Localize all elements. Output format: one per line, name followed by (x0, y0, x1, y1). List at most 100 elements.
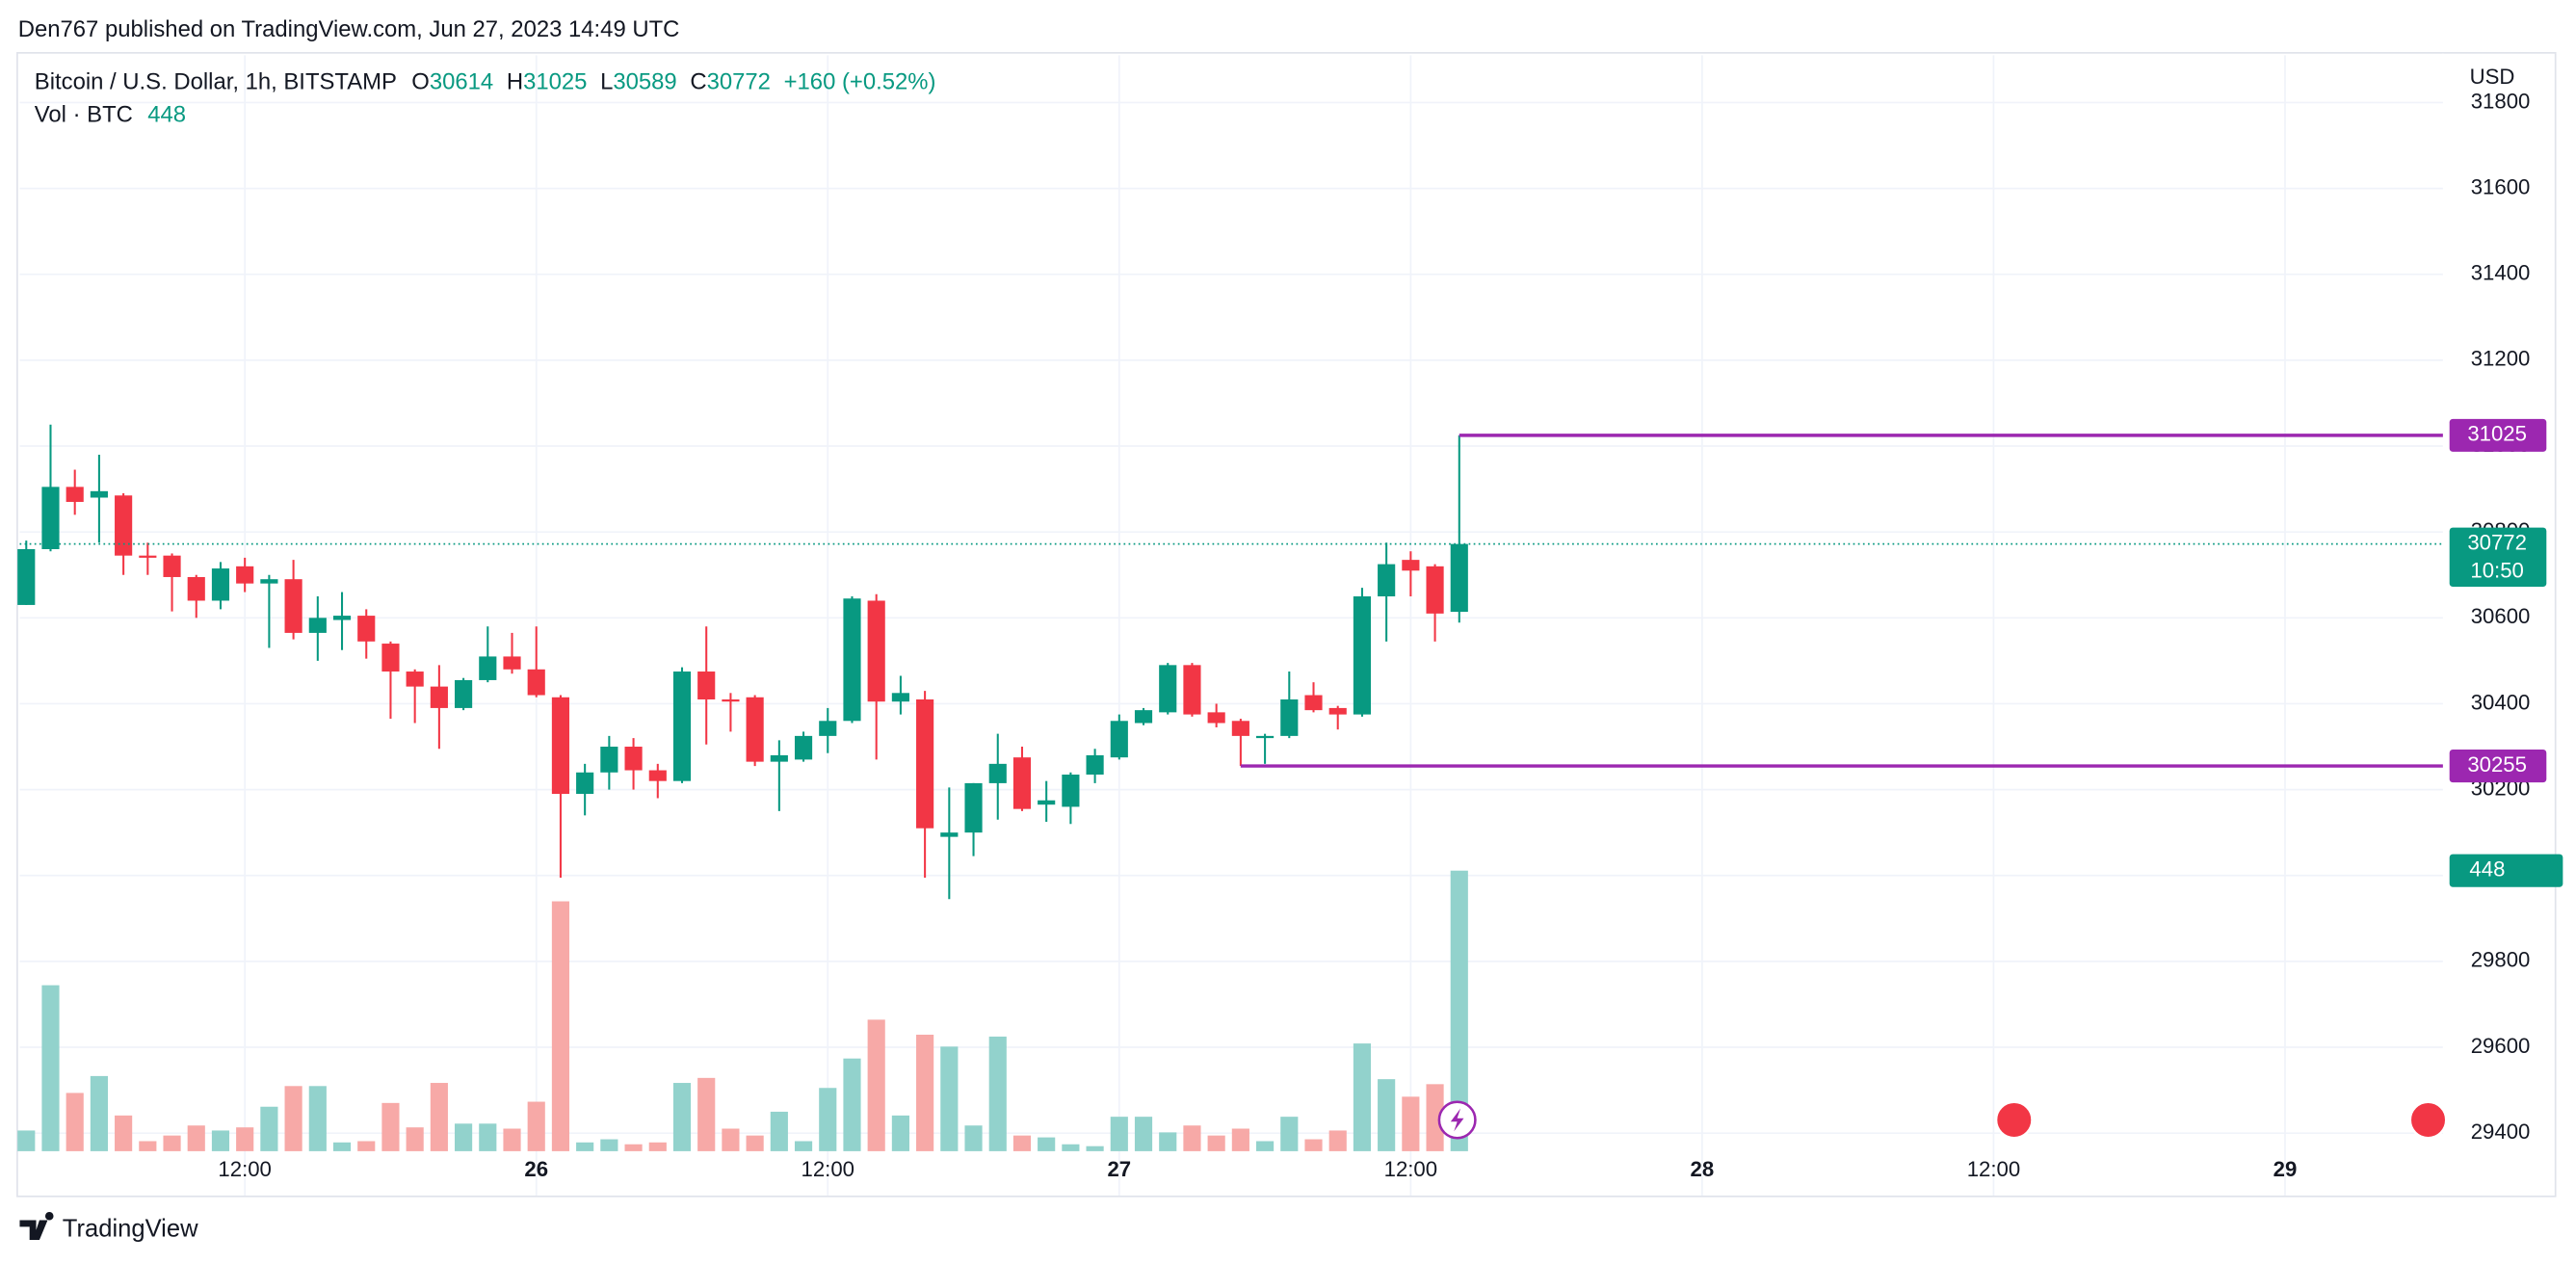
candle-body (1450, 543, 1468, 613)
candle-body (284, 579, 302, 633)
legend-value: 30772 (707, 69, 771, 95)
volume-bar (17, 1130, 36, 1151)
candle-body (964, 782, 983, 833)
volume-bar (260, 1106, 278, 1151)
y-tick-label: 31400 (2471, 261, 2531, 285)
event-icon-bolt (1450, 1108, 1464, 1132)
candle-body (891, 693, 909, 702)
candle-body (1110, 721, 1128, 758)
legend-change: +160 (+0.52%) (784, 69, 936, 95)
volume-bar (41, 985, 60, 1151)
candle-body (527, 669, 545, 696)
candle-body (1134, 710, 1153, 724)
candle-body (430, 686, 448, 708)
volume-bar (672, 1083, 692, 1151)
volume-bar (90, 1075, 108, 1151)
volume-bar (1280, 1117, 1299, 1151)
candle-body (66, 487, 84, 502)
candle-body (503, 656, 521, 670)
volume-bar (916, 1034, 934, 1151)
candle-body (406, 672, 424, 687)
volume-bar (187, 1125, 205, 1151)
candle-body (163, 555, 181, 577)
candle-body (940, 832, 959, 837)
legend-value: 31025 (523, 69, 587, 95)
candle-body (139, 555, 157, 558)
candle-body (1353, 596, 1372, 715)
volume-bar (1086, 1146, 1104, 1151)
candle-body (455, 679, 473, 708)
legend-volume-line: Vol · BTC 448 (35, 102, 186, 128)
last-price-label: 30772 (2467, 531, 2527, 555)
volume-badge-label: 448 (2469, 857, 2505, 882)
candle-body (1256, 735, 1275, 739)
countdown-label: 10:50 (2470, 558, 2523, 582)
volume-bar (1207, 1135, 1225, 1151)
y-tick-label: 31600 (2471, 174, 2531, 198)
volume-bar (308, 1086, 327, 1151)
volume-bar (1328, 1130, 1347, 1151)
candle-body (115, 495, 133, 556)
level-badge (2449, 750, 2547, 783)
candle-body (648, 770, 667, 781)
candle-body (479, 656, 497, 680)
y-tick-label: 30400 (2471, 690, 2531, 714)
candle-body (381, 644, 400, 672)
candle-body (308, 618, 327, 633)
volume-bar (236, 1127, 254, 1151)
candle-body (867, 600, 885, 702)
volume-bar (819, 1088, 837, 1151)
candle-body (1280, 698, 1299, 736)
y-tick-label: 31800 (2471, 89, 2531, 113)
legend-value: 30589 (613, 69, 676, 95)
volume-bar (1304, 1139, 1323, 1151)
volume-bar (139, 1141, 157, 1151)
candle-body (357, 616, 376, 642)
volume-bar (1450, 870, 1468, 1151)
volume-bar (867, 1019, 885, 1151)
candle-body (770, 754, 788, 762)
legend-symbol: Bitcoin / U.S. Dollar, 1h, BITSTAMP (35, 69, 397, 95)
volume-bar (332, 1142, 352, 1151)
candle-body (1231, 721, 1249, 736)
volume-bar (794, 1141, 813, 1151)
legend-key: H (507, 69, 523, 95)
candle-body (236, 566, 254, 584)
volume-bar (722, 1128, 740, 1151)
legend-line: Bitcoin / U.S. Dollar, 1h, BITSTAMP O3061… (35, 69, 936, 95)
logo-mark (19, 1211, 54, 1240)
tv-logo: TradingView (19, 1211, 198, 1243)
candle-body (1183, 665, 1201, 715)
x-tick-label: 12:00 (1967, 1157, 2020, 1181)
volume-bar (1062, 1144, 1080, 1151)
candle-body (916, 698, 934, 829)
candle-body (90, 490, 108, 498)
volume-bar (1012, 1135, 1032, 1151)
volume-bar (66, 1093, 84, 1151)
x-tick-label: 12:00 (218, 1157, 271, 1181)
y-tick-label: 30600 (2471, 604, 2531, 628)
volume-bar (163, 1135, 181, 1151)
x-tick-label: 28 (1691, 1157, 1715, 1181)
volume-bar (503, 1128, 521, 1151)
volume-bar (988, 1036, 1007, 1151)
volume-bar (891, 1115, 909, 1151)
volume-badge (2449, 854, 2563, 887)
volume-bar (697, 1077, 716, 1151)
volume-bar (1402, 1096, 1420, 1151)
footer-brand: TradingView (63, 1216, 198, 1243)
candle-body (819, 721, 837, 736)
volume-bar (1231, 1128, 1249, 1151)
candle-body (672, 672, 692, 781)
legend-key: L (600, 69, 613, 95)
candle-body (794, 735, 813, 760)
volume-bar (357, 1141, 376, 1151)
publish-header: Den767 published on TradingView.com, Jun… (18, 16, 680, 42)
volume-bar (964, 1125, 983, 1151)
volume-bar (527, 1101, 545, 1151)
candle-body (187, 576, 205, 601)
x-tick-label: 26 (524, 1157, 548, 1181)
legend-volume-value: 448 (147, 102, 186, 128)
y-tick-label: 29800 (2471, 948, 2531, 972)
